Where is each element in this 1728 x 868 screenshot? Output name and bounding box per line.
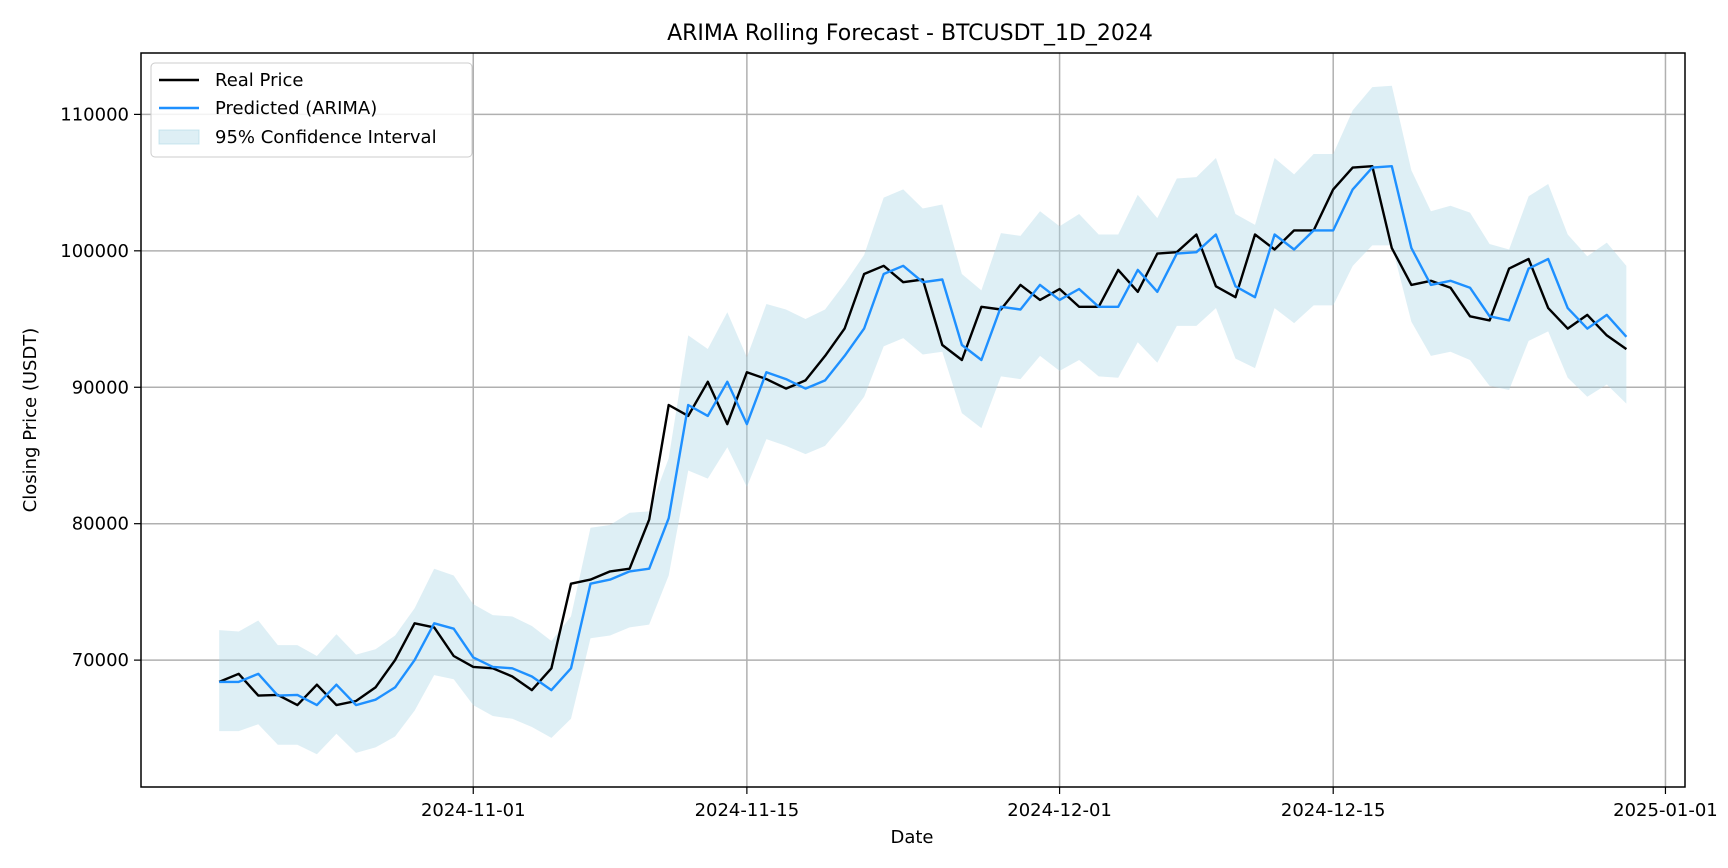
y-tick-label: 70000 xyxy=(72,650,129,671)
legend-label-real-price: Real Price xyxy=(215,70,303,91)
legend-label-predicted: Predicted (ARIMA) xyxy=(215,98,377,119)
real-price-line xyxy=(218,164,1628,707)
y-tick-label: 90000 xyxy=(72,377,129,398)
x-tick-label: 2024-11-15 xyxy=(695,800,800,821)
y-tick-label: 100000 xyxy=(60,241,129,262)
legend-label-confidence-interval: 95% Confidence Interval xyxy=(215,127,437,148)
confidence-interval-band xyxy=(219,85,1627,755)
series-layer xyxy=(218,164,1628,707)
x-tick-label: 2024-12-15 xyxy=(1281,800,1386,821)
x-axis-label: Date xyxy=(890,827,933,848)
chart-title: ARIMA Rolling Forecast - BTCUSDT_1D_2024 xyxy=(667,21,1153,46)
x-tick-label: 2025-01-01 xyxy=(1613,800,1718,821)
legend-swatch-confidence-interval xyxy=(158,129,200,145)
grid xyxy=(141,53,1685,787)
y-tick-label: 80000 xyxy=(72,514,129,535)
confidence-band-layer xyxy=(219,85,1627,755)
plot-area-frame xyxy=(140,52,1686,788)
legend-box xyxy=(150,62,473,158)
x-tick-label: 2024-12-01 xyxy=(1007,800,1112,821)
legend: Real Price Predicted (ARIMA) 95% Confide… xyxy=(150,62,473,158)
y-axis-label: Closing Price (USDT) xyxy=(20,328,41,513)
predicted-arima-line xyxy=(219,164,1628,707)
axes: 70000 80000 90000 100000 110000 2024-11-01 202… xyxy=(60,104,1717,821)
y-tick-label: 110000 xyxy=(60,104,129,125)
x-tick-label: 2024-11-01 xyxy=(421,800,526,821)
